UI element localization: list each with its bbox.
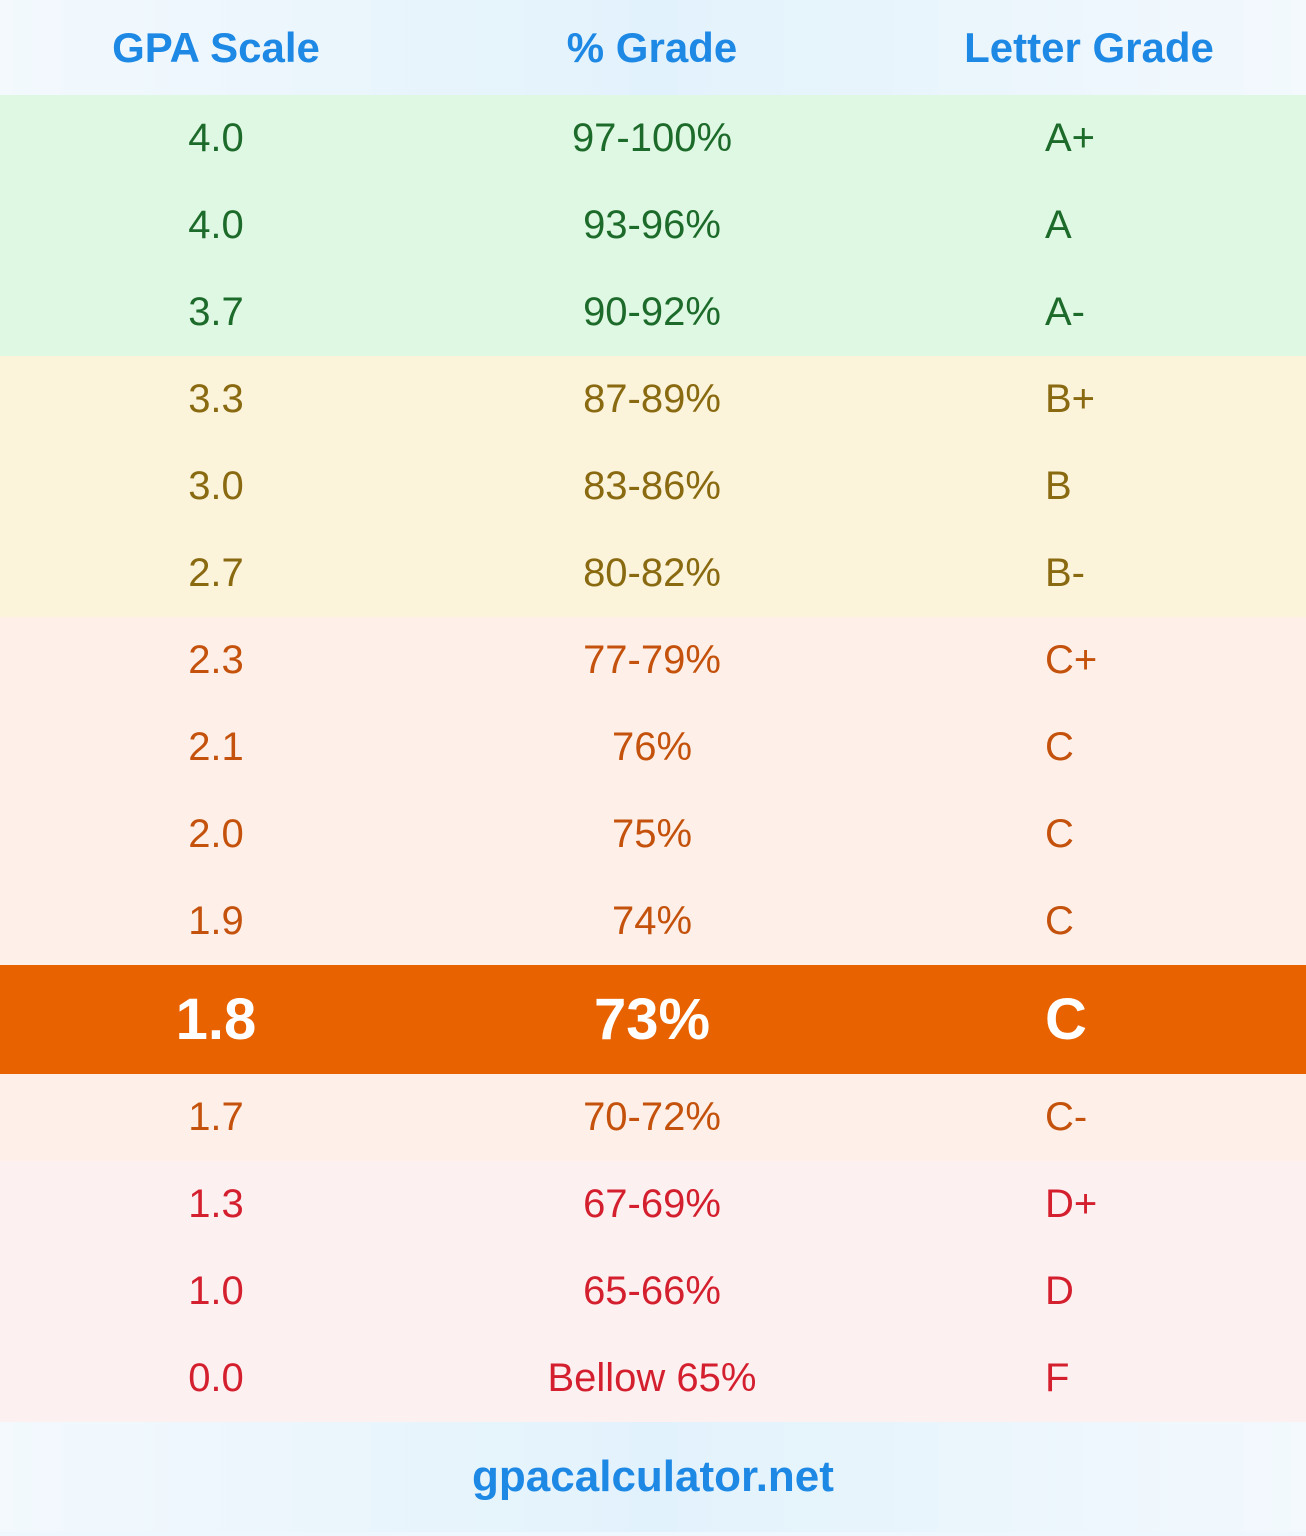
- column-header: GPA Scale: [112, 23, 320, 71]
- percent-cell: 76%: [611, 725, 693, 769]
- footer: gpacalculator.net: [0, 1422, 1306, 1532]
- letter-cell: C-: [1045, 1095, 1088, 1139]
- percent-cell: 70-72%: [583, 1095, 721, 1139]
- gpa-cell: 1.8: [175, 987, 257, 1052]
- gpa-cell: 0.0: [188, 1356, 244, 1400]
- gpa-cell: 3.7: [188, 290, 244, 334]
- gpa-cell: 3.0: [188, 464, 244, 508]
- letter-cell: B-: [1045, 551, 1085, 595]
- percent-cell: 73%: [593, 987, 711, 1052]
- percent-cell: 75%: [611, 812, 693, 856]
- gpa-cell: 1.7: [188, 1095, 244, 1139]
- gpa-cell: 2.1: [188, 725, 244, 769]
- percent-cell: 93-96%: [583, 203, 721, 247]
- percent-cell: 97-100%: [571, 116, 733, 160]
- column-header: Letter Grade: [964, 23, 1214, 71]
- letter-cell: C: [1045, 899, 1074, 943]
- gpa-cell: 1.0: [188, 1269, 244, 1313]
- percent-cell: Bellow 65%: [547, 1356, 757, 1400]
- letter-cell: A: [1045, 203, 1072, 247]
- letter-cell: D: [1045, 1269, 1074, 1313]
- gpa-cell: 2.0: [188, 812, 244, 856]
- table-row: 2.7 80-82% B-: [0, 530, 1306, 617]
- letter-cell: C: [1045, 725, 1074, 769]
- percent-cell: 83-86%: [583, 464, 721, 508]
- percent-cell: 77-79%: [583, 638, 721, 682]
- table-row: 4.0 93-96% A: [0, 182, 1306, 269]
- percent-cell: 74%: [611, 899, 693, 943]
- table-row: 2.0 75% C: [0, 791, 1306, 878]
- letter-cell: C: [1045, 987, 1087, 1052]
- column-header: % Grade: [566, 23, 738, 71]
- letter-cell: C+: [1045, 638, 1098, 682]
- letter-cell: F: [1045, 1356, 1070, 1400]
- table-row: 4.0 97-100% A+: [0, 95, 1306, 182]
- letter-cell: D+: [1045, 1182, 1098, 1226]
- table-row: 1.0 65-66% D: [0, 1248, 1306, 1335]
- gpa-cell: 2.7: [188, 551, 244, 595]
- table-header: GPA Scale % Grade Letter Grade: [0, 0, 1306, 95]
- gpa-cell: 4.0: [188, 203, 244, 247]
- gpa-cell: 4.0: [188, 116, 244, 160]
- percent-cell: 90-92%: [583, 290, 721, 334]
- gpa-cell: 3.3: [188, 377, 244, 421]
- letter-cell: C: [1045, 812, 1074, 856]
- letter-cell: B+: [1045, 377, 1096, 421]
- percent-cell: 87-89%: [583, 377, 721, 421]
- table-row: 2.3 77-79% C+: [0, 617, 1306, 704]
- highlighted-row: 1.8 73% C: [0, 965, 1306, 1074]
- table-row: 3.0 83-86% B: [0, 443, 1306, 530]
- table-row: 2.1 76% C: [0, 704, 1306, 791]
- percent-cell: 67-69%: [583, 1182, 721, 1226]
- table-row: 3.7 90-92% A-: [0, 269, 1306, 356]
- table-row: 1.9 74% C: [0, 878, 1306, 965]
- letter-cell: B: [1045, 464, 1072, 508]
- letter-cell: A+: [1045, 116, 1096, 160]
- gpa-cell: 1.9: [188, 899, 244, 943]
- table-body: 4.0 97-100% A+ 4.0 93-96% A 3.7 90-92% A- 3.3 87-8…: [0, 95, 1306, 1422]
- percent-cell: 80-82%: [583, 551, 721, 595]
- percent-cell: 65-66%: [583, 1269, 721, 1313]
- table-row: 1.3 67-69% D+: [0, 1161, 1306, 1248]
- letter-cell: A-: [1045, 290, 1085, 334]
- table-row: 3.3 87-89% B+: [0, 356, 1306, 443]
- table-row: 1.7 70-72% C-: [0, 1074, 1306, 1161]
- gpa-cell: 2.3: [188, 638, 244, 682]
- table-row: 0.0 Bellow 65% F: [0, 1335, 1306, 1422]
- gpa-cell: 1.3: [188, 1182, 244, 1226]
